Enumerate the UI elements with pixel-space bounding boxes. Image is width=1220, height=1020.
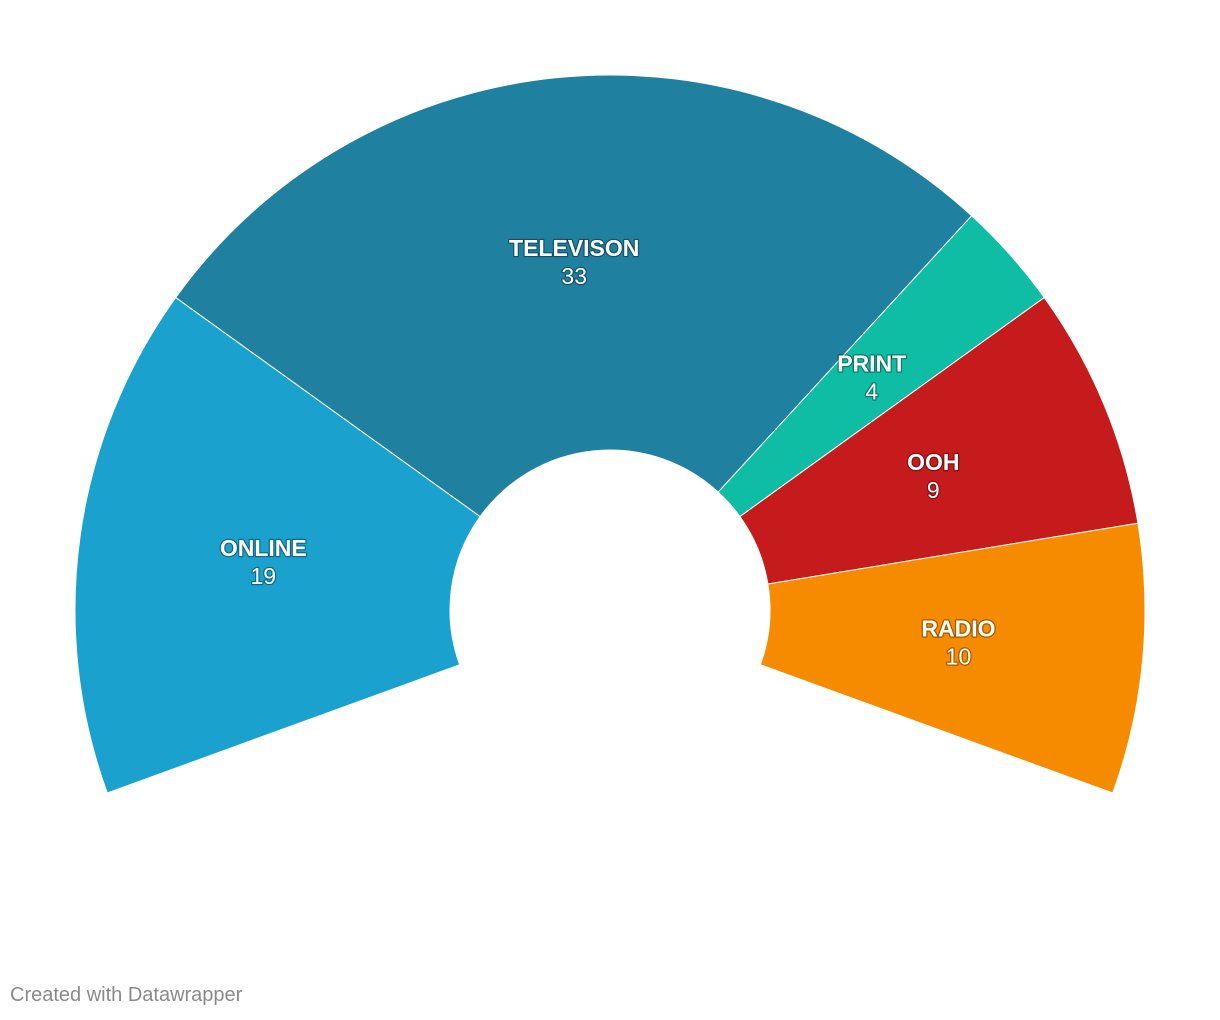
slice-value-ooh: 9 bbox=[927, 477, 940, 503]
datawrapper-credit[interactable]: Created with Datawrapper bbox=[10, 984, 243, 1006]
slice-radio[interactable] bbox=[759, 522, 1146, 794]
slice-televison[interactable] bbox=[175, 74, 973, 518]
slice-ooh[interactable] bbox=[739, 296, 1139, 585]
slice-label-online: ONLINE bbox=[220, 535, 307, 561]
slice-label-televison: TELEVISON bbox=[509, 235, 639, 261]
slice-value-radio: 10 bbox=[946, 644, 972, 670]
slice-value-televison: 33 bbox=[561, 263, 587, 289]
slice-label-radio: RADIO bbox=[921, 616, 995, 642]
chart-area: ONLINE 19 TELEVISON 33 PRINT 4 OOH 9 RADIO 10 bbox=[74, 74, 1146, 794]
slice-online[interactable] bbox=[74, 296, 481, 794]
slice-value-print: 4 bbox=[865, 379, 878, 405]
slice-value-online: 19 bbox=[250, 563, 276, 589]
slice-label-ooh: OOH bbox=[907, 449, 959, 475]
slices-layer bbox=[74, 74, 1146, 794]
slice-label-print: PRINT bbox=[837, 351, 906, 377]
